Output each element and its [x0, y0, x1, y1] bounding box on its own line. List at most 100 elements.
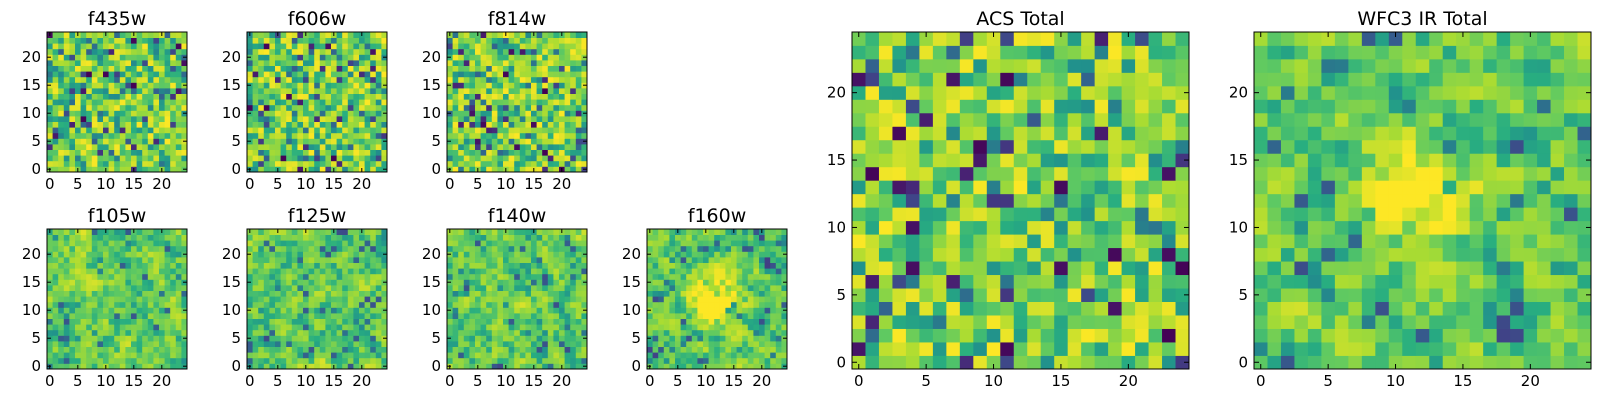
heatmap-cell — [542, 324, 549, 331]
heatmap-cell — [946, 288, 961, 302]
heatmap-cell — [852, 288, 866, 302]
heatmap-cell — [331, 301, 337, 308]
heatmap-cell — [663, 234, 670, 241]
heatmap-cell — [497, 257, 504, 263]
heatmap-cell — [570, 116, 577, 122]
heatmap-cell — [291, 335, 298, 342]
heatmap-cell — [469, 37, 476, 44]
heatmap-cell — [581, 273, 588, 280]
heatmap-cell — [86, 160, 93, 167]
heatmap-cell — [486, 144, 493, 150]
heatmap-cell — [559, 138, 565, 145]
heatmap-cell — [47, 346, 53, 353]
heatmap-cell — [508, 104, 515, 111]
heatmap-cell — [69, 262, 76, 269]
heatmap-cell — [375, 352, 382, 359]
heatmap-cell — [919, 153, 934, 168]
heatmap-cell — [658, 335, 665, 342]
heatmap-cell — [714, 262, 721, 269]
heatmap-cell — [959, 207, 974, 222]
heatmap-cell — [852, 234, 866, 249]
heatmap-cell — [458, 37, 465, 44]
heatmap-cell — [731, 346, 737, 353]
heatmap-cell — [131, 352, 137, 359]
heatmap-cell — [575, 121, 582, 128]
heatmap-cell — [458, 357, 465, 364]
heatmap-cell — [63, 296, 70, 303]
heatmap-cell — [1013, 342, 1028, 356]
heatmap-cell — [269, 65, 276, 72]
heatmap-cell — [503, 71, 509, 78]
heatmap-cell — [170, 329, 177, 336]
heatmap-cell — [159, 155, 165, 162]
heatmap-cell — [131, 144, 137, 150]
heatmap-cell — [575, 48, 582, 55]
heatmap-cell — [708, 234, 715, 241]
heatmap-cell — [447, 149, 453, 156]
heatmap-cell — [336, 363, 343, 370]
heatmap-cell — [708, 301, 715, 308]
heatmap-cell — [1175, 207, 1190, 222]
heatmap-cell — [269, 99, 276, 106]
heatmap-cell — [463, 357, 470, 364]
heatmap-cell — [258, 313, 265, 319]
heatmap-cell — [725, 341, 732, 347]
heatmap-cell — [463, 127, 470, 134]
heatmap-cell — [263, 240, 270, 247]
heatmap-cell — [131, 313, 137, 319]
heatmap-cell — [680, 234, 687, 241]
heatmap-cell — [458, 132, 465, 139]
heatmap-cell — [114, 138, 121, 145]
heatmap-cell — [108, 110, 115, 117]
heatmap-cell — [252, 110, 259, 117]
heatmap-cell — [463, 307, 470, 314]
heatmap-cell — [531, 138, 537, 145]
heatmap-cell — [364, 93, 371, 100]
heatmap-cell — [714, 245, 721, 252]
heatmap-cell — [691, 273, 698, 280]
heatmap-cell — [170, 301, 177, 308]
heatmap-cell — [514, 363, 521, 370]
heatmap-cell — [286, 262, 293, 269]
heatmap-cell — [1000, 166, 1015, 181]
heatmap-cell — [364, 313, 371, 319]
heatmap-cell — [164, 88, 171, 94]
heatmap-cell — [514, 324, 521, 331]
heatmap-cell — [658, 324, 665, 331]
heatmap-cell — [381, 262, 388, 269]
heatmap-cell — [946, 301, 961, 316]
heatmap-cell — [47, 313, 53, 319]
heatmap-cell — [519, 273, 526, 280]
heatmap-cell — [108, 307, 115, 314]
heatmap-cell — [342, 48, 349, 55]
heatmap-cell — [119, 318, 126, 325]
x-tick-label: 0 — [245, 372, 255, 390]
heatmap-cell — [1000, 207, 1015, 222]
heatmap-cell — [63, 93, 70, 100]
heatmap-cell — [581, 352, 588, 359]
heatmap-cell — [946, 342, 961, 356]
heatmap-cell — [508, 324, 515, 331]
heatmap-cell — [581, 229, 588, 235]
heatmap-cell — [331, 346, 337, 353]
heatmap-cell — [331, 257, 337, 263]
heatmap-cell — [1094, 328, 1109, 343]
heatmap-cell — [80, 71, 87, 78]
heatmap-cell — [147, 363, 154, 370]
heatmap-cell — [519, 296, 526, 303]
heatmap-cell — [97, 144, 104, 150]
heatmap-cell — [491, 116, 498, 122]
heatmap-cell — [491, 76, 498, 83]
heatmap-cell — [553, 245, 560, 252]
heatmap-cell — [680, 262, 687, 269]
heatmap-cell — [58, 296, 65, 303]
heatmap-cell — [359, 60, 365, 66]
heatmap-cell — [131, 346, 137, 353]
heatmap-cell — [275, 251, 281, 258]
heatmap-cell — [263, 329, 270, 336]
heatmap-cell — [1054, 288, 1069, 302]
heatmap-cell — [119, 155, 126, 162]
heatmap-cell — [469, 346, 476, 353]
heatmap-cell — [742, 229, 749, 235]
heatmap-cell — [1081, 328, 1096, 343]
